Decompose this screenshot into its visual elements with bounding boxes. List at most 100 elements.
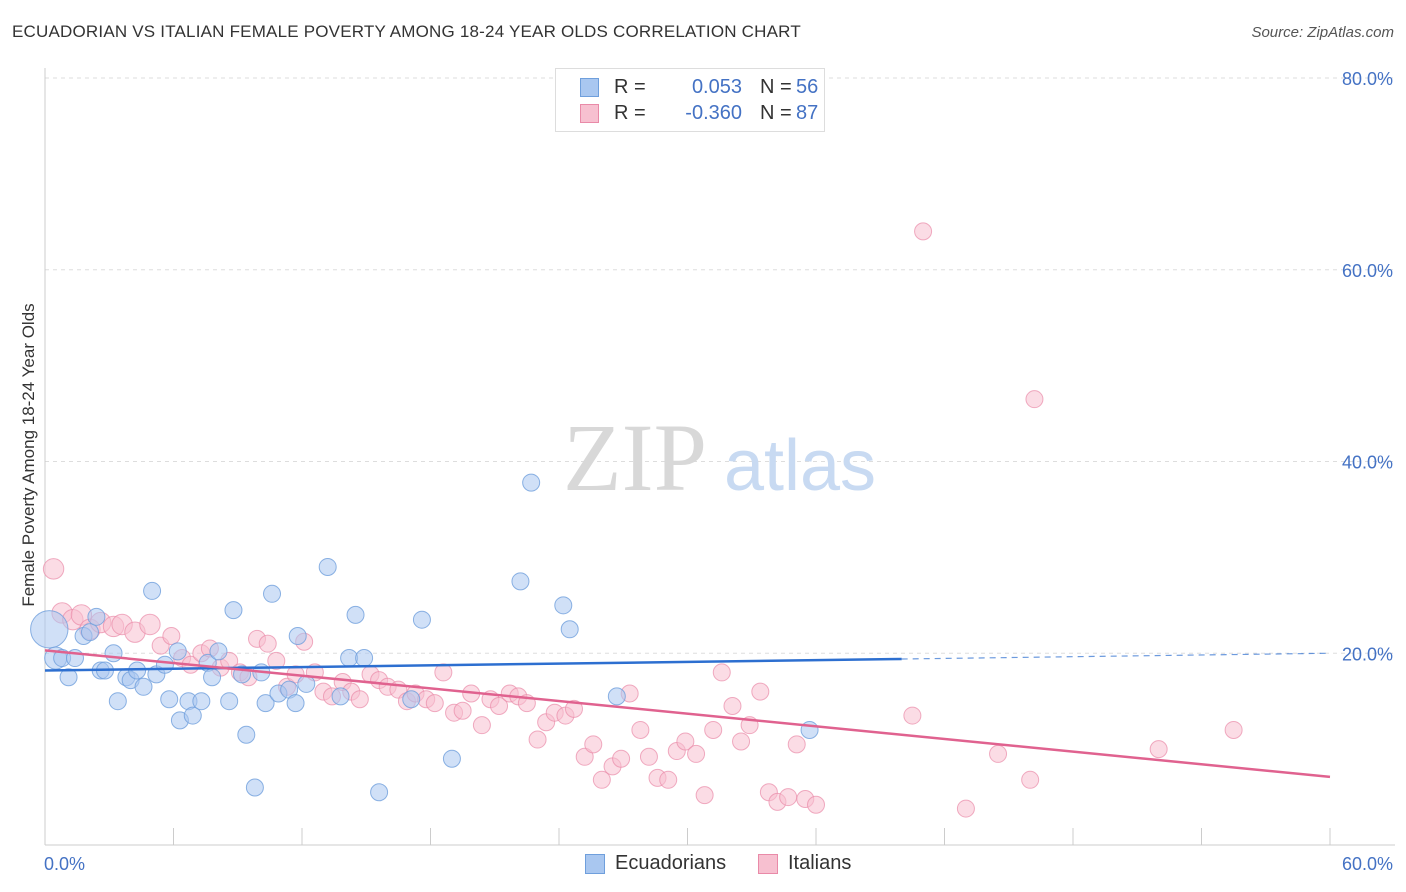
- point-ecuadorians: [355, 649, 374, 668]
- point-ecuadorians: [155, 655, 174, 674]
- point-italians: [914, 222, 933, 241]
- watermark-zip: ZIP: [563, 404, 707, 511]
- correlation-legend: R = 0.053 N = 56 R = -0.360 N = 87: [555, 68, 825, 132]
- point-italians: [676, 732, 695, 751]
- point-ecuadorians: [340, 649, 359, 668]
- point-italians: [425, 694, 444, 713]
- point-italians: [687, 744, 706, 763]
- point-ecuadorians: [59, 668, 78, 687]
- y-tick-label: 80.0%: [1342, 69, 1393, 89]
- point-italians: [1025, 390, 1044, 409]
- point-ecuadorians: [192, 692, 211, 711]
- x-tick-label: 0.0%: [44, 854, 85, 874]
- legend-label: Italians: [788, 852, 852, 874]
- watermark-atlas: atlas: [724, 426, 876, 506]
- point-ecuadorians: [87, 607, 106, 626]
- point-ecuadorians: [256, 694, 275, 713]
- point-italians: [704, 720, 723, 739]
- chart-source: Source: ZipAtlas.com: [1251, 24, 1394, 41]
- point-italians: [659, 770, 678, 789]
- point-ecuadorians: [288, 626, 307, 645]
- legend-swatch-blue: [580, 78, 599, 97]
- point-ecuadorians: [560, 620, 579, 639]
- point-ecuadorians: [220, 692, 239, 711]
- point-italians: [472, 716, 491, 735]
- point-italians: [1149, 740, 1168, 759]
- point-italians: [631, 720, 650, 739]
- legend-label: Ecuadorians: [615, 852, 727, 874]
- point-italians: [732, 732, 751, 751]
- n-label: N =: [760, 76, 792, 98]
- n-value: 56: [796, 76, 819, 98]
- r-value: -0.360: [685, 102, 742, 124]
- point-italians: [453, 701, 472, 720]
- y-tick-label: 40.0%: [1342, 453, 1393, 473]
- point-ecuadorians: [134, 677, 153, 696]
- point-italians: [612, 749, 631, 768]
- point-italians: [584, 735, 603, 754]
- axes: [44, 68, 1395, 846]
- point-ecuadorians: [607, 687, 626, 706]
- point-italians: [528, 730, 547, 749]
- point-italians: [258, 634, 277, 653]
- point-ecuadorians: [442, 749, 461, 768]
- y-axis-label: Female Poverty Among 18-24 Year Olds: [19, 303, 38, 606]
- point-italians: [267, 651, 286, 670]
- trend-line-ecuadorians-extension: [901, 652, 1331, 660]
- gridlines: [45, 77, 1395, 654]
- point-italians: [139, 613, 161, 636]
- point-italians: [779, 788, 798, 807]
- n-label: N =: [760, 102, 792, 124]
- point-ecuadorians: [183, 706, 202, 725]
- point-italians: [1021, 770, 1040, 789]
- r-value: 0.053: [691, 76, 742, 98]
- r-label: R =: [614, 76, 646, 98]
- watermark: ZIP atlas: [563, 404, 876, 511]
- legend-swatch-pink: [758, 854, 778, 874]
- point-ecuadorians: [554, 596, 573, 615]
- point-ecuadorians: [237, 725, 256, 744]
- point-ecuadorians: [203, 668, 222, 687]
- point-italians: [592, 770, 611, 789]
- point-italians: [989, 744, 1008, 763]
- point-italians: [787, 735, 806, 754]
- point-ecuadorians: [522, 473, 541, 492]
- point-ecuadorians: [412, 610, 431, 629]
- data-points: [30, 222, 1243, 818]
- trend-lines: [44, 649, 1331, 779]
- point-italians: [956, 799, 975, 818]
- point-ecuadorians: [297, 674, 316, 693]
- point-ecuadorians: [108, 692, 127, 711]
- point-ecuadorians: [104, 644, 123, 663]
- x-tick-label: 60.0%: [1342, 854, 1393, 874]
- point-ecuadorians: [80, 623, 99, 642]
- point-ecuadorians: [209, 642, 228, 661]
- point-ecuadorians: [143, 581, 162, 600]
- point-ecuadorians: [286, 694, 305, 713]
- chart-title: ECUADORIAN VS ITALIAN FEMALE POVERTY AMO…: [12, 22, 801, 41]
- point-italians: [712, 663, 731, 682]
- point-italians: [807, 795, 825, 814]
- point-ecuadorians: [245, 778, 264, 797]
- point-ecuadorians: [511, 572, 530, 591]
- point-italians: [723, 696, 742, 715]
- y-tick-label: 20.0%: [1342, 644, 1393, 664]
- r-label: R =: [614, 102, 646, 124]
- n-value: 87: [796, 102, 819, 124]
- point-ecuadorians: [263, 584, 282, 603]
- point-italians: [751, 682, 770, 701]
- legend-swatch-blue: [585, 854, 605, 874]
- trend-line-italians: [44, 649, 1331, 779]
- trend-line-ecuadorians: [44, 657, 902, 672]
- y-tick-label: 60.0%: [1342, 261, 1393, 281]
- point-italians: [490, 696, 509, 715]
- point-ecuadorians: [346, 605, 365, 624]
- point-italians: [42, 558, 65, 580]
- point-ecuadorians: [160, 690, 179, 709]
- point-ecuadorians: [370, 783, 389, 802]
- point-italians: [695, 786, 714, 805]
- point-ecuadorians: [168, 642, 187, 661]
- point-ecuadorians: [402, 690, 421, 709]
- point-italians: [639, 747, 658, 766]
- point-ecuadorians: [30, 610, 69, 649]
